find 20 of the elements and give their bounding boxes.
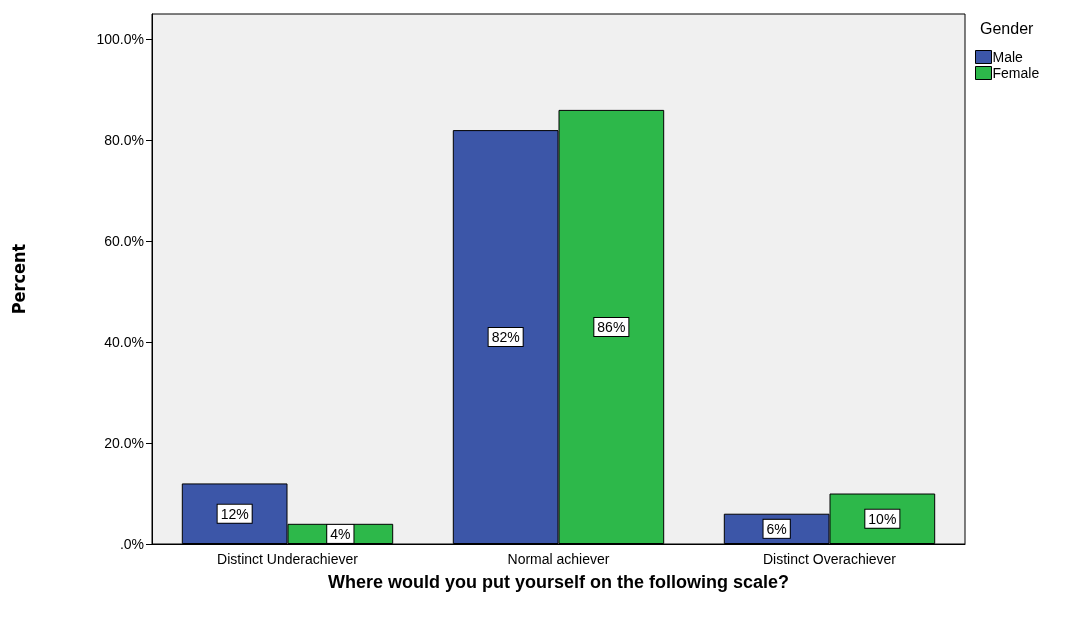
x-axis-title: Where would you put yourself on the following scale? <box>327 572 790 592</box>
data-label: 4% <box>330 525 351 542</box>
data-label: 12% <box>220 505 249 522</box>
y-tick-label: 40.0% <box>104 334 144 351</box>
y-tick-label: 60.0% <box>104 233 144 250</box>
legend-label: Female <box>992 65 1040 81</box>
x-tick-label: Normal achiever <box>507 551 610 567</box>
data-label: 82% <box>491 329 520 346</box>
data-label: 10% <box>868 510 897 527</box>
y-tick-label: .0% <box>119 536 144 552</box>
x-tick-label: Distinct Underachiever <box>217 551 359 567</box>
legend-title: Gender <box>980 19 1035 37</box>
y-axis-title: Percent <box>7 243 29 315</box>
x-tick-label: Distinct Overachiever <box>762 551 897 567</box>
legend-label: Male <box>992 49 1024 65</box>
data-label: 86% <box>597 318 626 335</box>
data-label: 6% <box>766 520 787 537</box>
y-tick-label: 80.0% <box>104 132 144 149</box>
y-tick-label: 100.0% <box>96 31 144 48</box>
y-tick-label: 20.0% <box>104 435 144 452</box>
